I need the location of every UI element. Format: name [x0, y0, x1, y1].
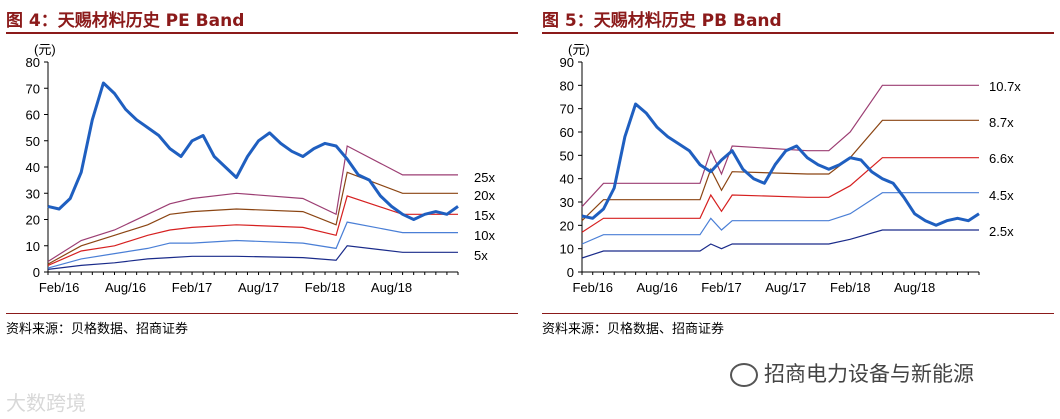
x-tick-label: Aug/18 — [371, 280, 412, 295]
corner-watermark: 大数跨境 — [6, 387, 86, 416]
x-tick-label: Feb/17 — [172, 280, 212, 295]
y-tick-label: 50 — [560, 148, 574, 163]
y-unit-label: (元) — [568, 42, 590, 57]
y-tick-label: 80 — [560, 78, 574, 93]
pe-band-chart: (元) 0 10 20 30 40 50 60 70 80 Feb/16 Aug/16 Feb/17 Au… — [26, 42, 496, 295]
price-line — [47, 81, 459, 221]
y-tick-label: 20 — [26, 213, 40, 228]
corner-watermark-text: 大数跨境 — [6, 391, 86, 415]
band-label: 10.7x — [989, 79, 1021, 94]
y-tick-label: 10 — [26, 239, 40, 254]
right-chart-title: 图 5：天赐材料历史 PB Band — [542, 11, 782, 31]
band-line-2.5x — [581, 229, 979, 259]
band-line-4.5x — [581, 192, 979, 245]
band-label: 5x — [474, 248, 488, 263]
band-label: 8.7x — [989, 115, 1014, 130]
band-line-20x — [47, 171, 458, 265]
band-label: 20x — [474, 188, 495, 203]
x-tick-label: Feb/18 — [305, 280, 345, 295]
x-tick-label: Aug/17 — [238, 280, 279, 295]
y-tick-label: 0 — [567, 265, 574, 280]
band-line-6.6x — [581, 157, 979, 233]
price-line — [581, 102, 980, 227]
y-tick-label: 60 — [26, 108, 40, 123]
band-line-15x — [47, 195, 458, 266]
wechat-icon — [730, 363, 758, 387]
y-tick-label: 70 — [26, 81, 40, 96]
band-label: 4.5x — [989, 188, 1014, 203]
band-line-10.7x — [581, 84, 979, 208]
x-tick-label: Aug/17 — [765, 280, 806, 295]
x-tick-label: Aug/18 — [894, 280, 935, 295]
y-tick-label: 80 — [26, 55, 40, 70]
right-title-rule — [542, 32, 1054, 34]
y-tick-label: 50 — [26, 134, 40, 149]
y-tick-label: 20 — [560, 218, 574, 233]
y-tick-label: 40 — [26, 160, 40, 175]
x-tick-label: Aug/16 — [105, 280, 146, 295]
x-tick-label: Feb/18 — [830, 280, 870, 295]
y-tick-label: 60 — [560, 125, 574, 140]
left-title-rule — [6, 32, 518, 34]
y-tick-label: 10 — [560, 242, 574, 257]
band-label: 2.5x — [989, 224, 1014, 239]
y-tick-label: 90 — [560, 55, 574, 70]
y-tick-label: 0 — [33, 265, 40, 280]
left-source-note: 资料来源：贝格数据、招商证券 — [6, 322, 189, 337]
band-label: 25x — [474, 170, 495, 185]
right-source-note: 资料来源：贝格数据、招商证券 — [542, 322, 725, 337]
wechat-watermark: 招商电力设备与新能源 — [730, 358, 974, 388]
x-tick-label: Feb/16 — [572, 280, 612, 295]
y-tick-label: 30 — [26, 186, 40, 201]
y-tick-label: 40 — [560, 172, 574, 187]
band-line-10x — [47, 221, 458, 269]
band-line-8.7x — [581, 119, 979, 222]
band-line-25x — [47, 145, 458, 263]
wechat-watermark-text: 招商电力设备与新能源 — [764, 362, 974, 386]
x-tick-label: Aug/16 — [637, 280, 678, 295]
band-label: 10x — [474, 228, 495, 243]
y-tick-label: 30 — [560, 195, 574, 210]
band-label: 6.6x — [989, 151, 1014, 166]
y-tick-label: 70 — [560, 102, 574, 117]
left-source-rule — [6, 313, 518, 314]
x-tick-label: Feb/17 — [701, 280, 741, 295]
y-unit-label: (元) — [34, 42, 56, 57]
pb-band-chart: (元) 0 10 20 30 40 50 60 70 80 90 Feb/16 Aug/16 Feb/17… — [560, 42, 1022, 295]
band-line-5x — [47, 245, 458, 270]
right-source-rule — [542, 313, 1054, 314]
band-label: 15x — [474, 208, 495, 223]
x-tick-label: Feb/16 — [39, 280, 79, 295]
left-chart-title: 图 4：天赐材料历史 PE Band — [6, 11, 245, 31]
